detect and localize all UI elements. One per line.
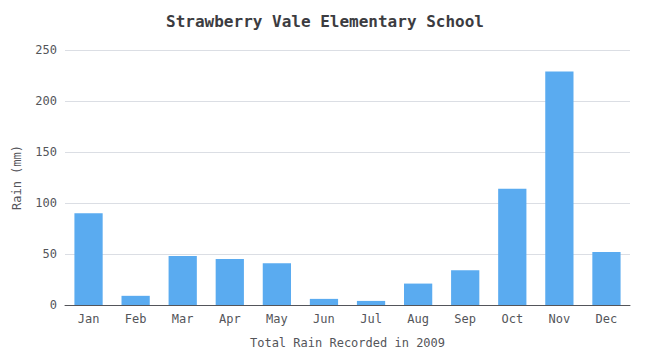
svg-text:Aug: Aug <box>407 312 429 326</box>
svg-text:Sep: Sep <box>454 312 476 326</box>
svg-text:Oct: Oct <box>501 312 523 326</box>
svg-text:Total Rain Recorded in 2009: Total Rain Recorded in 2009 <box>250 336 445 350</box>
svg-text:100: 100 <box>35 196 57 210</box>
svg-text:Nov: Nov <box>549 312 571 326</box>
svg-text:Jan: Jan <box>78 312 100 326</box>
svg-text:150: 150 <box>35 145 57 159</box>
svg-text:0: 0 <box>50 298 57 312</box>
svg-text:Apr: Apr <box>219 312 241 326</box>
svg-text:Rain (mm): Rain (mm) <box>10 145 24 210</box>
svg-text:250: 250 <box>35 43 57 57</box>
svg-text:Strawberry Vale Elementary Sch: Strawberry Vale Elementary School <box>166 12 484 31</box>
svg-text:Jul: Jul <box>360 312 382 326</box>
svg-text:200: 200 <box>35 94 57 108</box>
svg-text:May: May <box>266 312 288 326</box>
svg-text:Dec: Dec <box>596 312 618 326</box>
svg-text:50: 50 <box>43 247 57 261</box>
svg-text:Mar: Mar <box>172 312 194 326</box>
svg-text:Feb: Feb <box>125 312 147 326</box>
svg-text:Jun: Jun <box>313 312 335 326</box>
